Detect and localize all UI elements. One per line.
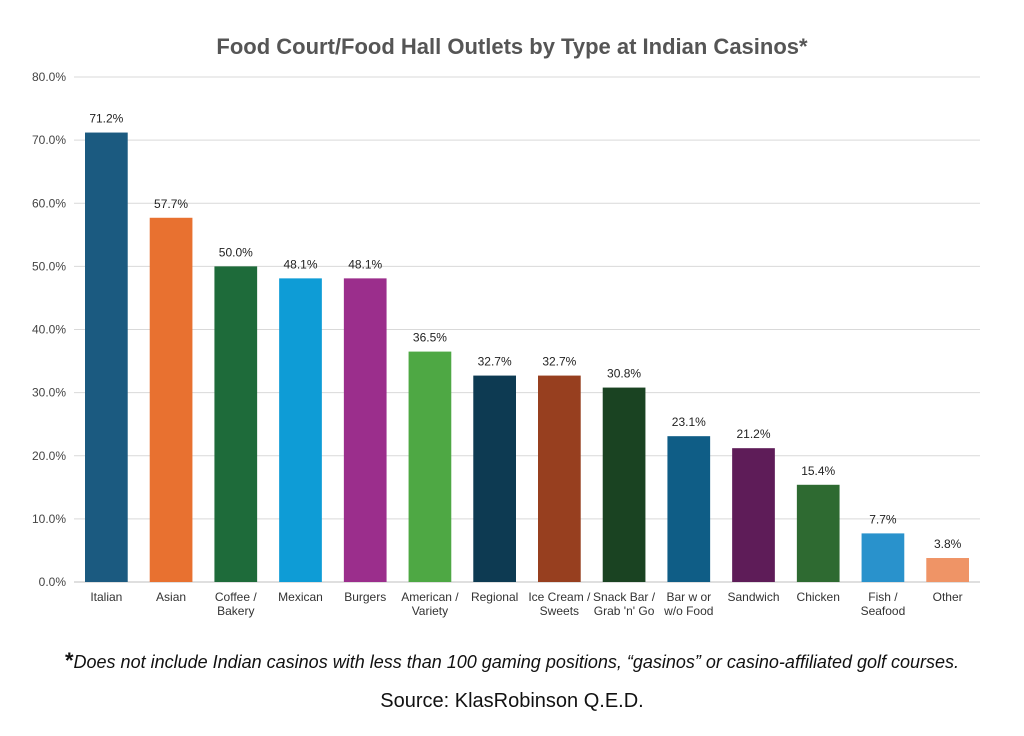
y-tick-label: 60.0% (32, 196, 66, 210)
bar (149, 217, 193, 583)
y-tick-label: 50.0% (32, 259, 66, 273)
data-label: 36.5% (413, 331, 447, 345)
data-label: 15.4% (801, 464, 835, 478)
bar (861, 533, 905, 582)
y-tick-label: 0.0% (39, 575, 67, 589)
footnote-marker: * (64, 648, 74, 673)
source-credit: Source: KlasRobinson Q.E.D. (380, 690, 644, 712)
x-category-label: Coffee / Bakery (215, 590, 257, 618)
x-category-label: Sandwich (727, 590, 779, 604)
bars (85, 132, 969, 583)
bar (796, 484, 840, 582)
y-tick-label: 80.0% (32, 70, 66, 84)
bar (343, 278, 387, 582)
y-tick-label: 10.0% (32, 512, 66, 526)
footnote-text: Does not include Indian casinos with les… (73, 652, 960, 672)
bar (214, 266, 258, 582)
x-category-label: Ice Cream / Sweets (528, 590, 591, 618)
y-tick-label: 20.0% (32, 449, 66, 463)
data-label: 21.2% (736, 427, 770, 441)
data-label: 48.1% (283, 257, 317, 271)
y-tick-label: 70.0% (32, 133, 66, 147)
x-category-label: Regional (471, 590, 518, 604)
x-category-label: American / Variety (401, 590, 459, 618)
x-category-label: Other (933, 590, 963, 604)
labels: 0.0% 10.0% 20.0% 30.0% 40.0% 50.0% 60.0% 70.0% 8… (32, 70, 963, 618)
data-label: 32.7% (542, 355, 576, 369)
data-label: 48.1% (348, 257, 382, 271)
bar (85, 132, 128, 583)
y-tick-label: 40.0% (32, 323, 66, 337)
x-category-label: Italian (90, 590, 122, 604)
bar (602, 387, 646, 582)
bar (279, 278, 322, 582)
bar (473, 375, 516, 582)
bar (926, 558, 969, 582)
chart-title: Food Court/Food Hall Outlets by Type at … (216, 34, 808, 59)
data-label: 23.1% (672, 415, 706, 429)
bar-chart: 0.0% 10.0% 20.0% 30.0% 40.0% 50.0% 60.0% 70.0% 8… (32, 70, 980, 618)
x-category-label: Mexican (278, 590, 323, 604)
footnote: *Does not include Indian casinos with le… (0, 648, 1024, 674)
data-label: 57.7% (154, 197, 188, 211)
grid-lines (74, 76, 980, 583)
bar (732, 448, 775, 582)
x-category-label: Snack Bar / Grab 'n' Go (593, 590, 656, 618)
data-label: 50.0% (219, 245, 253, 259)
x-category-label: Fish / Seafood (861, 590, 906, 618)
x-category-label: Bar w or w/o Food (663, 590, 713, 618)
x-category-label: Asian (156, 590, 186, 604)
data-label: 3.8% (934, 537, 962, 551)
bar (667, 436, 711, 582)
bar (408, 351, 452, 582)
data-label: 71.2% (89, 112, 123, 126)
data-label: 32.7% (478, 355, 512, 369)
y-tick-label: 30.0% (32, 386, 66, 400)
data-label: 30.8% (607, 367, 641, 381)
x-category-label: Burgers (344, 590, 386, 604)
x-category-label: Chicken (797, 590, 840, 604)
data-label: 7.7% (869, 512, 897, 526)
bar (538, 375, 581, 582)
